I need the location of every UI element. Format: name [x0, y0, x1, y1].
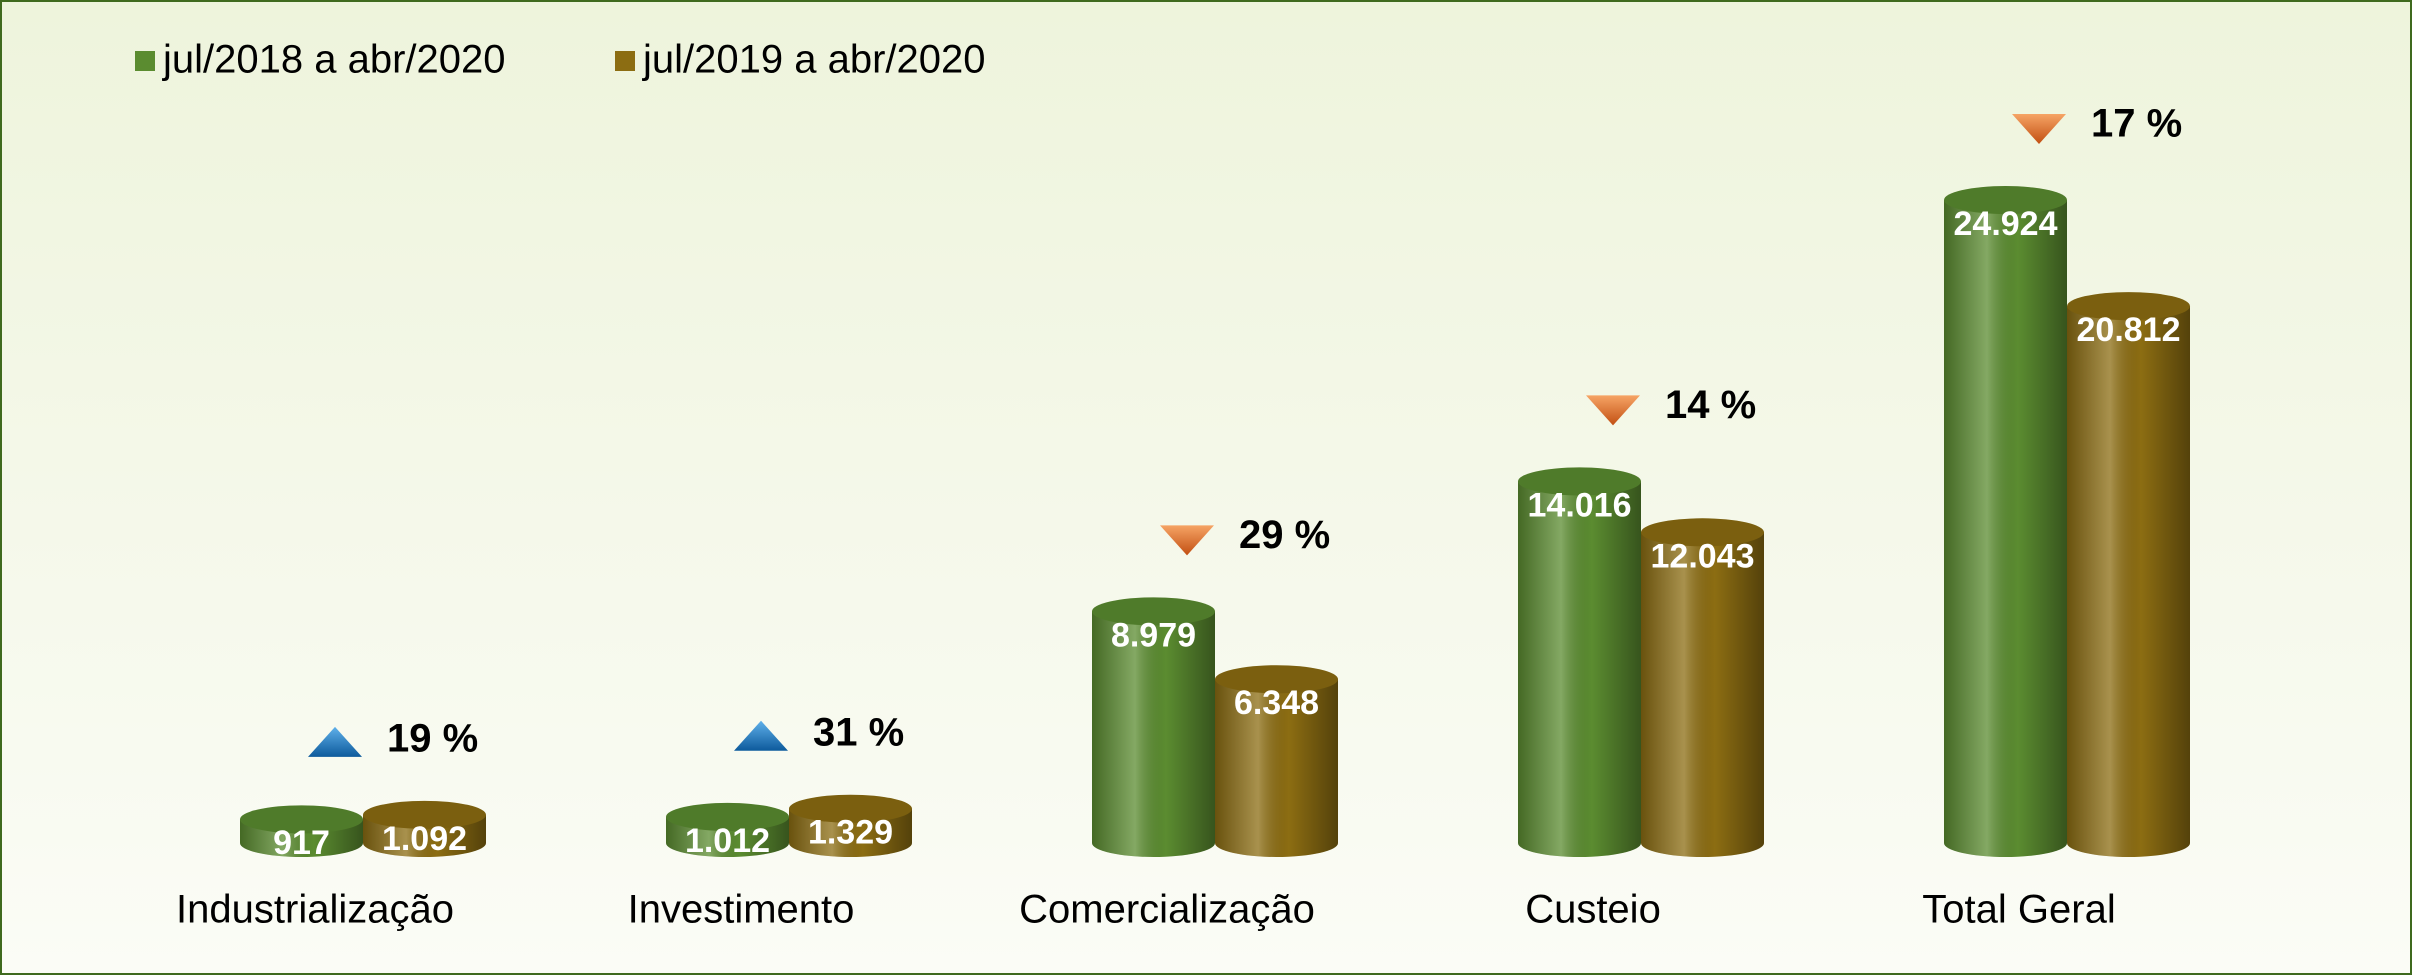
x-tick-label: Total Geral: [1922, 888, 2115, 932]
annotation: 29 %: [1239, 513, 1330, 557]
bar: [363, 800, 486, 857]
annotation: 14 %: [1665, 383, 1756, 427]
data-label: 1.092: [382, 820, 467, 858]
bar: [1944, 186, 2067, 857]
data-label: 1.012: [685, 822, 770, 860]
trend-arrow: [1586, 395, 1640, 426]
data-label: 20.812: [2077, 311, 2181, 349]
bar: [1641, 518, 1764, 857]
bar: [1518, 467, 1641, 857]
annotation: 17 %: [2091, 102, 2182, 146]
x-tick-label: Industrialização: [176, 888, 454, 932]
bar: [666, 802, 789, 857]
bar: [2067, 292, 2190, 857]
trend-arrow: [734, 720, 788, 751]
annotation: 31 %: [813, 710, 904, 754]
x-tick-label: Investimento: [628, 888, 855, 932]
legend-label: jul/2019 a abr/2020: [642, 38, 986, 82]
trend-arrow: [1160, 525, 1214, 556]
x-tick-label: Custeio: [1525, 888, 1661, 932]
legend-swatch: [615, 51, 635, 71]
legend-swatch: [135, 51, 155, 71]
annotation: 19 %: [387, 716, 478, 760]
legend-label: jul/2018 a abr/2020: [162, 38, 506, 82]
data-label: 6.348: [1234, 684, 1319, 722]
bar: [240, 805, 363, 857]
trend-arrow: [2012, 114, 2066, 144]
bar: [789, 794, 912, 857]
data-label: 917: [273, 824, 330, 862]
data-label: 1.329: [808, 814, 893, 852]
trend-arrow: [308, 726, 362, 757]
bar: [1092, 597, 1215, 857]
data-label: 12.043: [1651, 537, 1755, 575]
data-label: 14.016: [1528, 486, 1632, 524]
x-tick-label: Comercialização: [1019, 888, 1315, 932]
data-label: 8.979: [1111, 616, 1196, 654]
data-label: 24.924: [1954, 205, 2058, 243]
bar: [1215, 665, 1338, 857]
